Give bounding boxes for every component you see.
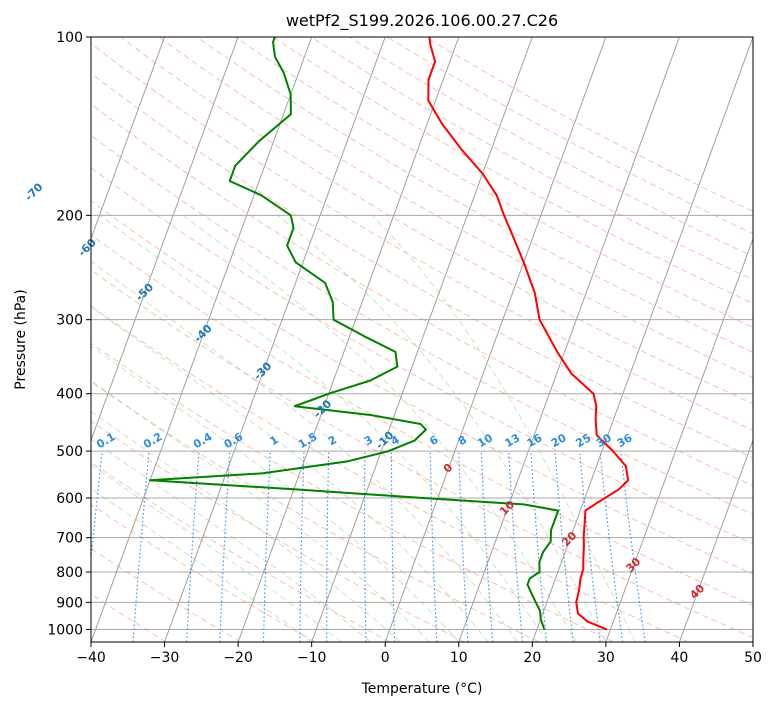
x-tick-label: −20 [223, 650, 253, 666]
y-tick-label: 300 [56, 313, 83, 329]
dry-adiabat-line [91, 134, 753, 515]
data-series [149, 37, 630, 631]
moist-adiabat-line [91, 487, 312, 642]
dry-adiabat-line [91, 200, 753, 575]
mixing-ratio-line [554, 451, 574, 642]
dewpoint-profile-line [149, 37, 560, 630]
isotherm-line [678, 438, 753, 642]
mixing-ratio-line [508, 451, 524, 642]
isotherm-line [752, 640, 753, 642]
mixing-ratio-line [364, 451, 367, 642]
isotherm-line [91, 37, 239, 442]
isotherm-line [311, 37, 533, 642]
moist-adiabat-line [91, 306, 489, 642]
isotherm-line [531, 37, 753, 642]
mixing-ratio-line [530, 451, 548, 642]
y-tick-label: 600 [56, 491, 83, 507]
mixing-ratio-line [390, 451, 396, 642]
isotherm-line [605, 237, 753, 642]
mixing-ratio-line [480, 451, 494, 642]
dry-adiabat-line [387, 37, 753, 235]
isotherm-line [91, 37, 166, 241]
x-tick-label: 30 [597, 650, 615, 666]
background-lines [91, 37, 753, 642]
chart-title: wetPf2_S199.2026.106.00.27.C26 [286, 11, 558, 31]
x-tick-label: −30 [150, 650, 180, 666]
y-tick-label: 500 [56, 444, 83, 460]
x-tick-label: 40 [671, 650, 689, 666]
mixing-ratio-line [186, 451, 200, 642]
isotherm-line [384, 37, 607, 642]
moist-adiabat-line [91, 345, 460, 642]
isotherm-line [237, 37, 460, 642]
y-tick-label: 200 [56, 208, 83, 224]
x-tick-label: −40 [76, 650, 106, 666]
axes: −40 −30 −20 −10 0 10 20 30 40 50 1000 900 800 700 600 5… [47, 30, 762, 666]
mixing-ratio-line [326, 451, 330, 642]
dry-adiabat-line [91, 72, 753, 459]
mixing-ratio-line [299, 451, 305, 642]
mixing-ratio-line [458, 451, 469, 642]
y-tick-label: 100 [56, 30, 83, 46]
moist-adiabat-line [91, 438, 371, 642]
mixing-ratio-line [132, 451, 150, 642]
mixing-ratio-line [262, 451, 271, 642]
dry-adiabat-line [310, 37, 753, 281]
dry-adiabat-line [425, 37, 753, 213]
dry-adiabat-line [91, 305, 689, 642]
dry-adiabat-line [349, 37, 753, 258]
x-tick-label: −10 [297, 650, 327, 666]
dry-adiabat-line [91, 42, 753, 431]
mixing-ratio-line [620, 451, 646, 642]
isotherm-line [458, 37, 680, 642]
dry-adiabat-line [91, 461, 391, 642]
y-tick-label: 800 [56, 565, 83, 581]
isotherm-line [91, 37, 313, 642]
mixing-ratio-line [429, 451, 438, 642]
dry-adiabat-line [91, 103, 753, 487]
x-tick-label: 50 [744, 650, 762, 666]
x-tick-label: 20 [523, 650, 541, 666]
x-tick-label: 0 [381, 650, 390, 666]
dry-adiabat-line [91, 342, 614, 642]
plot-frame [90, 36, 754, 643]
x-tick-label: 10 [450, 650, 468, 666]
mixing-ratio-line [579, 451, 601, 642]
dry-adiabat-line [158, 37, 753, 379]
dry-adiabat-line [272, 37, 753, 305]
x-axis-label: Temperature (°C) [361, 681, 483, 697]
dry-adiabat-line [91, 420, 465, 642]
moist-adiabat-line [99, 214, 548, 642]
dry-adiabat-line [120, 37, 753, 405]
isotherm-label: -70 [22, 180, 45, 203]
mixing-ratio-line [219, 451, 231, 642]
y-axis-label: Pressure (hPa) [13, 289, 29, 389]
mixing-ratio-line [91, 451, 103, 563]
y-tick-label: 400 [56, 387, 83, 403]
y-tick-label: 900 [56, 595, 83, 611]
mixing-ratio-line [599, 451, 624, 642]
moist-adiabat-line [182, 214, 577, 642]
moist-adiabat-line [277, 214, 607, 642]
y-tick-label: 1000 [47, 622, 83, 638]
temperature-profile-line [427, 37, 630, 631]
y-tick-label: 700 [56, 531, 83, 547]
dry-adiabat-line [196, 37, 753, 353]
dry-adiabat-line [91, 234, 753, 607]
moist-adiabat-line [91, 260, 518, 642]
isotherm-line [164, 37, 386, 642]
dry-adiabat-line [91, 167, 753, 545]
moist-adiabat-line [371, 214, 636, 642]
